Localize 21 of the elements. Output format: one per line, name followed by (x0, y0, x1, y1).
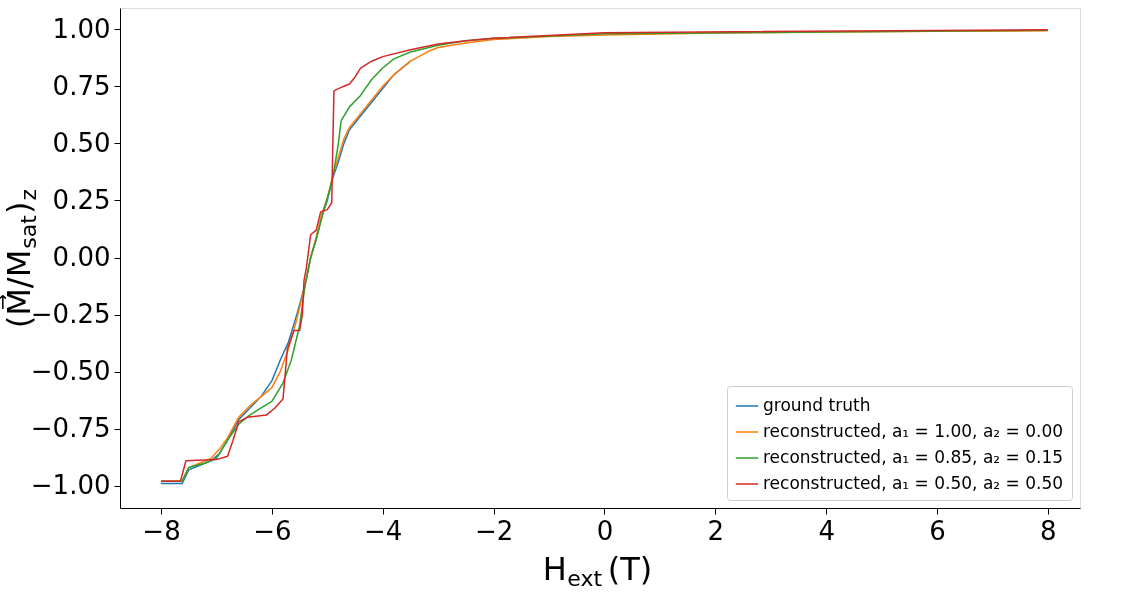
y-tick-label: 1.00 (52, 13, 111, 44)
legend-label: reconstructed, a₁ = 1.00, a₂ = 0.00 (763, 421, 1064, 441)
x-tick-label: −8 (142, 515, 181, 546)
x-tick-label: −2 (474, 515, 514, 546)
legend-label: reconstructed, a₁ = 0.85, a₂ = 0.15 (763, 447, 1064, 467)
y-tick-label: 0.75 (52, 70, 111, 101)
x-tick-label: 0 (596, 515, 614, 546)
x-tick-label: 8 (1040, 515, 1057, 546)
y-tick-label: −1.00 (30, 470, 111, 501)
y-tick-label: 0.25 (52, 184, 111, 215)
y-tick-label: −0.75 (30, 413, 111, 444)
x-tick-label: −6 (253, 515, 292, 546)
legend-label: ground truth (763, 395, 871, 415)
y-tick-label: 0.00 (52, 242, 111, 273)
y-tick-label: −0.50 (30, 356, 111, 387)
x-tick-label: 6 (929, 515, 946, 546)
legend-label: reconstructed, a₁ = 0.50, a₂ = 0.50 (763, 473, 1064, 493)
x-tick-label: 2 (707, 515, 725, 546)
x-tick-label: 4 (818, 515, 835, 546)
x-tick-label: −4 (364, 515, 403, 546)
y-tick-label: 0.50 (52, 127, 111, 158)
